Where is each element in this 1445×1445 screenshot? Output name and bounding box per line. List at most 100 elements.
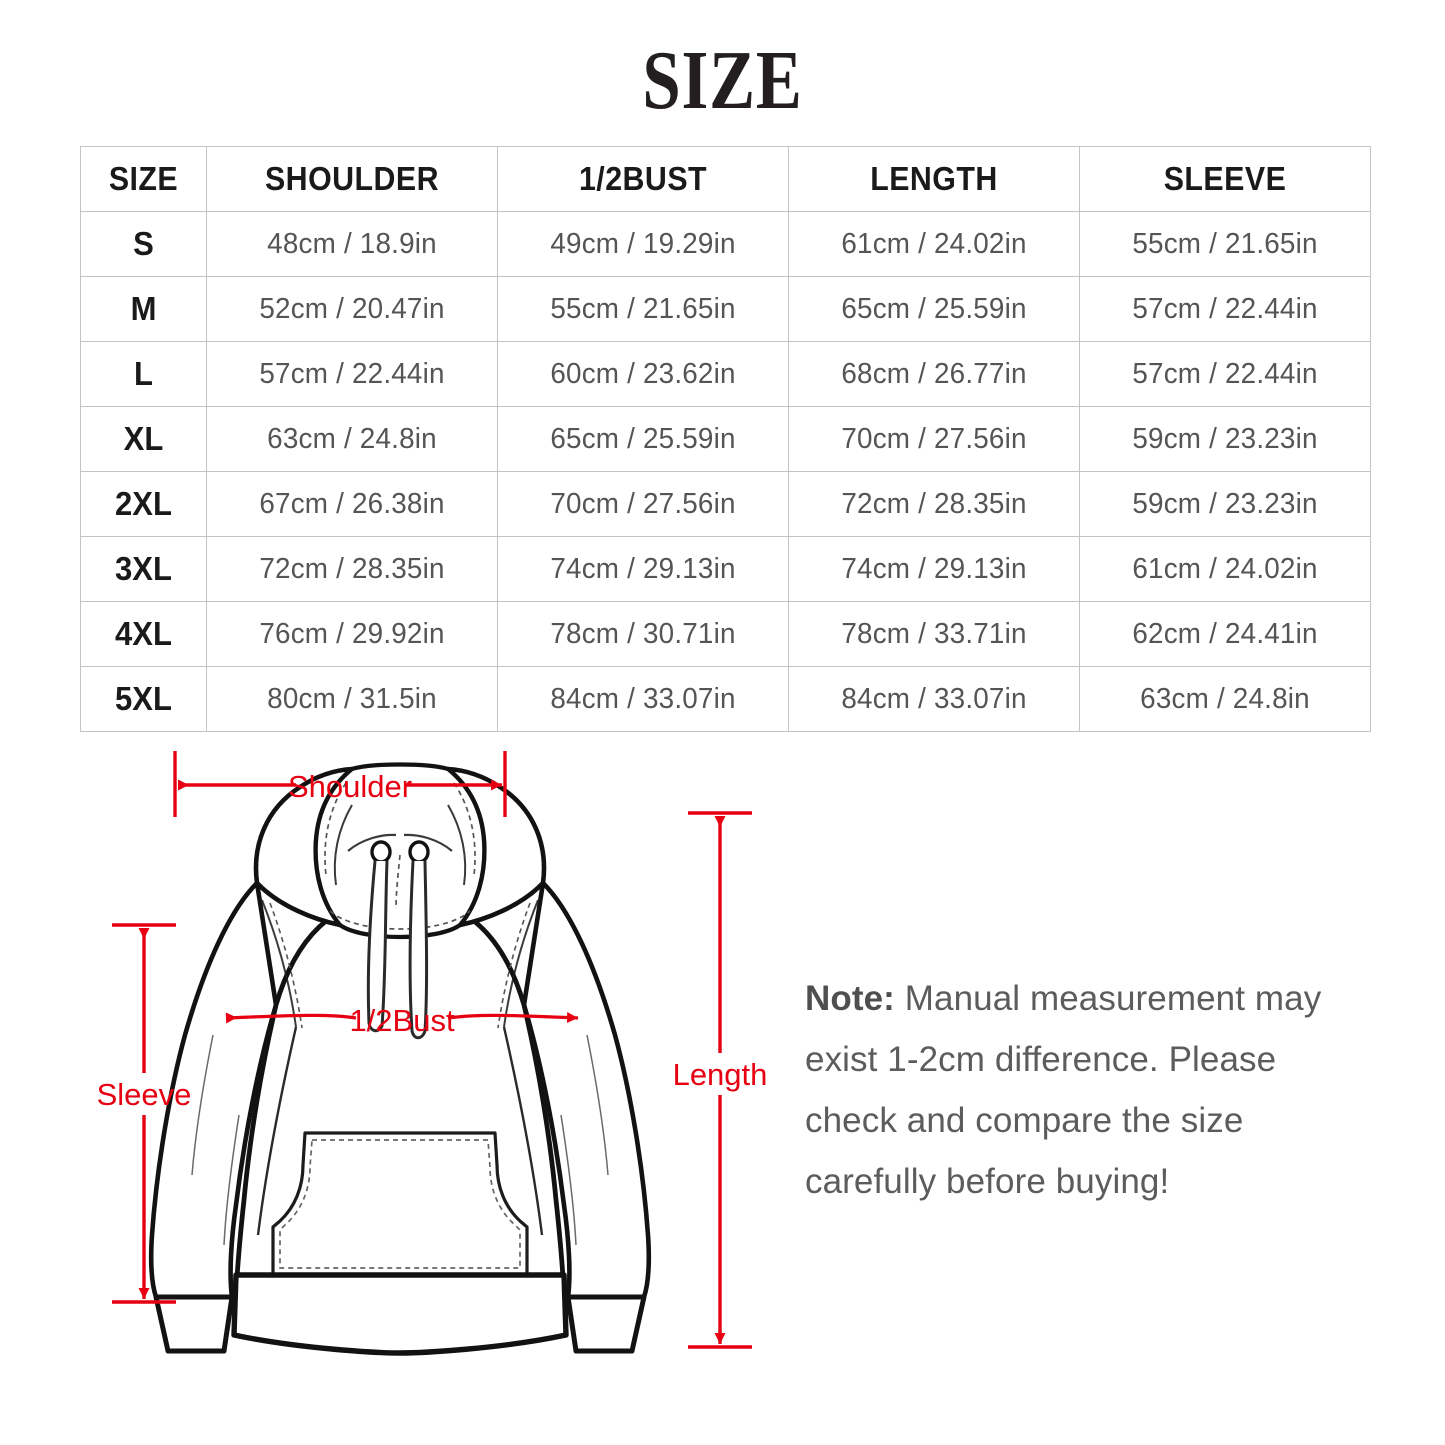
right-sleeve-crease-b: [560, 1114, 577, 1246]
sleeve-value: 61cm / 24.02in: [1132, 552, 1318, 585]
cell-sleeve: 55cm / 21.65in: [1079, 211, 1371, 277]
measurement-annotations: Shoulder 1/2Bust Length Sleeve: [97, 751, 768, 1349]
length-value: 65cm / 25.59in: [841, 292, 1027, 325]
right-sleeve-outline: [521, 880, 652, 1300]
table-row: 5XL 80cm / 31.5in 84cm / 33.07in 84cm / …: [80, 666, 1371, 732]
cell-bust: 74cm / 29.13in: [497, 536, 789, 602]
size-label: XL: [123, 420, 164, 457]
length-value: 74cm / 29.13in: [841, 552, 1027, 585]
hood-right-inner-curve: [447, 804, 467, 886]
cell-sleeve: 62cm / 24.41in: [1079, 601, 1371, 667]
table-header-cell-shoulder: SHOULDER: [206, 146, 498, 212]
cell-length: 65cm / 25.59in: [788, 276, 1080, 342]
length-value: 61cm / 24.02in: [841, 227, 1027, 260]
size-label: 4XL: [115, 615, 172, 652]
left-drawstring: [366, 860, 389, 1033]
table-row: L 57cm / 22.44in 60cm / 23.62in 68cm / 2…: [80, 341, 1371, 407]
cell-sleeve: 63cm / 24.8in: [1079, 666, 1371, 732]
hoodie-outline-group: [148, 762, 652, 1356]
center-front-seam: [395, 854, 401, 910]
length-value: 84cm / 33.07in: [841, 682, 1027, 715]
measurement-note: Note: Manual measurement may exist 1-2cm…: [805, 968, 1365, 1212]
length-label: Length: [673, 1057, 768, 1092]
left-sleeve-outline: [148, 880, 279, 1300]
bust-value: 65cm / 25.59in: [550, 422, 736, 455]
cell-sleeve: 59cm / 23.23in: [1079, 471, 1371, 537]
size-chart-table: SIZE SHOULDER 1/2BUST LENGTH SLEEVE S 48…: [80, 146, 1371, 732]
right-eyelet: [408, 840, 430, 864]
right-cuff: [565, 1294, 647, 1354]
hood-left-shadow-curve: [347, 833, 397, 852]
table-row: 3XL 72cm / 28.35in 74cm / 29.13in 74cm /…: [80, 536, 1371, 602]
cell-sleeve: 57cm / 22.44in: [1079, 341, 1371, 407]
cell-length: 74cm / 29.13in: [788, 536, 1080, 602]
table-header-cell-bust: 1/2BUST: [497, 146, 789, 212]
sleeve-value: 57cm / 22.44in: [1132, 357, 1318, 390]
left-cuff: [153, 1294, 235, 1354]
bottom-hem-band: [231, 1272, 569, 1356]
shoulder-label: Shoulder: [288, 769, 412, 804]
left-eyelet: [370, 840, 392, 864]
cell-length: 72cm / 28.35in: [788, 471, 1080, 537]
note-text: Manual measurement may exist 1-2cm diffe…: [805, 979, 1322, 1201]
size-label: S: [133, 225, 154, 262]
shoulder-value: 57cm / 22.44in: [259, 357, 445, 390]
cell-shoulder: 48cm / 18.9in: [206, 211, 498, 277]
cell-shoulder: 52cm / 20.47in: [206, 276, 498, 342]
header-label-shoulder: SHOULDER: [264, 160, 440, 197]
table-header-cell-sleeve: SLEEVE: [1079, 146, 1371, 212]
cell-bust: 65cm / 25.59in: [497, 406, 789, 472]
cell-size: L: [80, 341, 207, 407]
right-drawstring: [408, 860, 429, 1040]
right-raglan-stitch: [497, 902, 531, 1029]
header-label-size: SIZE: [108, 160, 179, 197]
size-label: 5XL: [115, 680, 172, 717]
cell-shoulder: 76cm / 29.92in: [206, 601, 498, 667]
sleeve-value: 59cm / 23.23in: [1132, 487, 1318, 520]
left-sleeve-fold: [256, 1026, 298, 1236]
shoulder-value: 80cm / 31.5in: [267, 682, 437, 715]
length-value: 72cm / 28.35in: [841, 487, 1027, 520]
cell-shoulder: 63cm / 24.8in: [206, 406, 498, 472]
note-label: Note:: [805, 979, 895, 1018]
page-title: SIZE: [642, 34, 803, 127]
bust-value: 74cm / 29.13in: [550, 552, 736, 585]
hood-left-fold-stitch: [324, 782, 347, 876]
cell-bust: 84cm / 33.07in: [497, 666, 789, 732]
sleeve-label: Sleeve: [97, 1077, 192, 1112]
sleeve-value: 59cm / 23.23in: [1132, 422, 1318, 455]
table-row: 4XL 76cm / 29.92in 78cm / 30.71in 78cm /…: [80, 601, 1371, 667]
table-header-cell-size: SIZE: [80, 146, 207, 212]
hoodie-measurement-diagram: Shoulder 1/2Bust Length Sleeve: [0, 735, 800, 1395]
cell-bust: 55cm / 21.65in: [497, 276, 789, 342]
cell-bust: 49cm / 19.29in: [497, 211, 789, 277]
size-label: 2XL: [115, 485, 172, 522]
length-value: 70cm / 27.56in: [841, 422, 1027, 455]
cell-size: 2XL: [80, 471, 207, 537]
cell-shoulder: 67cm / 26.38in: [206, 471, 498, 537]
cell-length: 78cm / 33.71in: [788, 601, 1080, 667]
cell-size: 4XL: [80, 601, 207, 667]
size-label: M: [130, 290, 157, 327]
shoulder-value: 76cm / 29.92in: [259, 617, 445, 650]
cell-length: 84cm / 33.07in: [788, 666, 1080, 732]
cell-length: 61cm / 24.02in: [788, 211, 1080, 277]
bust-dim-line-right: [447, 1012, 579, 1024]
header-label-bust: 1/2BUST: [578, 160, 708, 197]
bust-value: 70cm / 27.56in: [550, 487, 736, 520]
cell-length: 68cm / 26.77in: [788, 341, 1080, 407]
left-raglan-seam: [261, 899, 297, 1028]
cell-size: 5XL: [80, 666, 207, 732]
bust-value: 55cm / 21.65in: [550, 292, 736, 325]
cell-sleeve: 61cm / 24.02in: [1079, 536, 1371, 602]
table-row: M 52cm / 20.47in 55cm / 21.65in 65cm / 2…: [80, 276, 1371, 342]
hood-right-fold-stitch: [453, 782, 476, 876]
cell-size: XL: [80, 406, 207, 472]
bust-value: 78cm / 30.71in: [550, 617, 736, 650]
table-header-row: SIZE SHOULDER 1/2BUST LENGTH SLEEVE: [80, 146, 1371, 212]
table-row: 2XL 67cm / 26.38in 70cm / 27.56in 72cm /…: [80, 471, 1371, 537]
cell-bust: 60cm / 23.62in: [497, 341, 789, 407]
header-label-length: LENGTH: [870, 160, 998, 197]
right-raglan-seam: [503, 899, 539, 1028]
sleeve-value: 62cm / 24.41in: [1132, 617, 1318, 650]
